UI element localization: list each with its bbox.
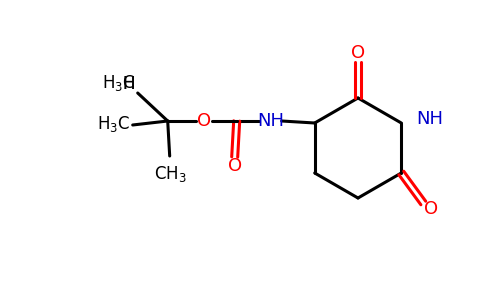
Text: H: H: [122, 75, 135, 93]
Text: O: O: [197, 112, 211, 130]
Text: H$_3$C: H$_3$C: [103, 73, 136, 93]
Text: O: O: [227, 157, 242, 175]
Text: O: O: [424, 200, 439, 218]
Text: H: H: [122, 75, 135, 93]
Text: NH: NH: [416, 110, 443, 128]
Text: O: O: [351, 44, 365, 62]
Text: CH$_3$: CH$_3$: [154, 164, 187, 184]
Text: NH: NH: [257, 112, 284, 130]
Text: H$_3$C: H$_3$C: [97, 114, 131, 134]
